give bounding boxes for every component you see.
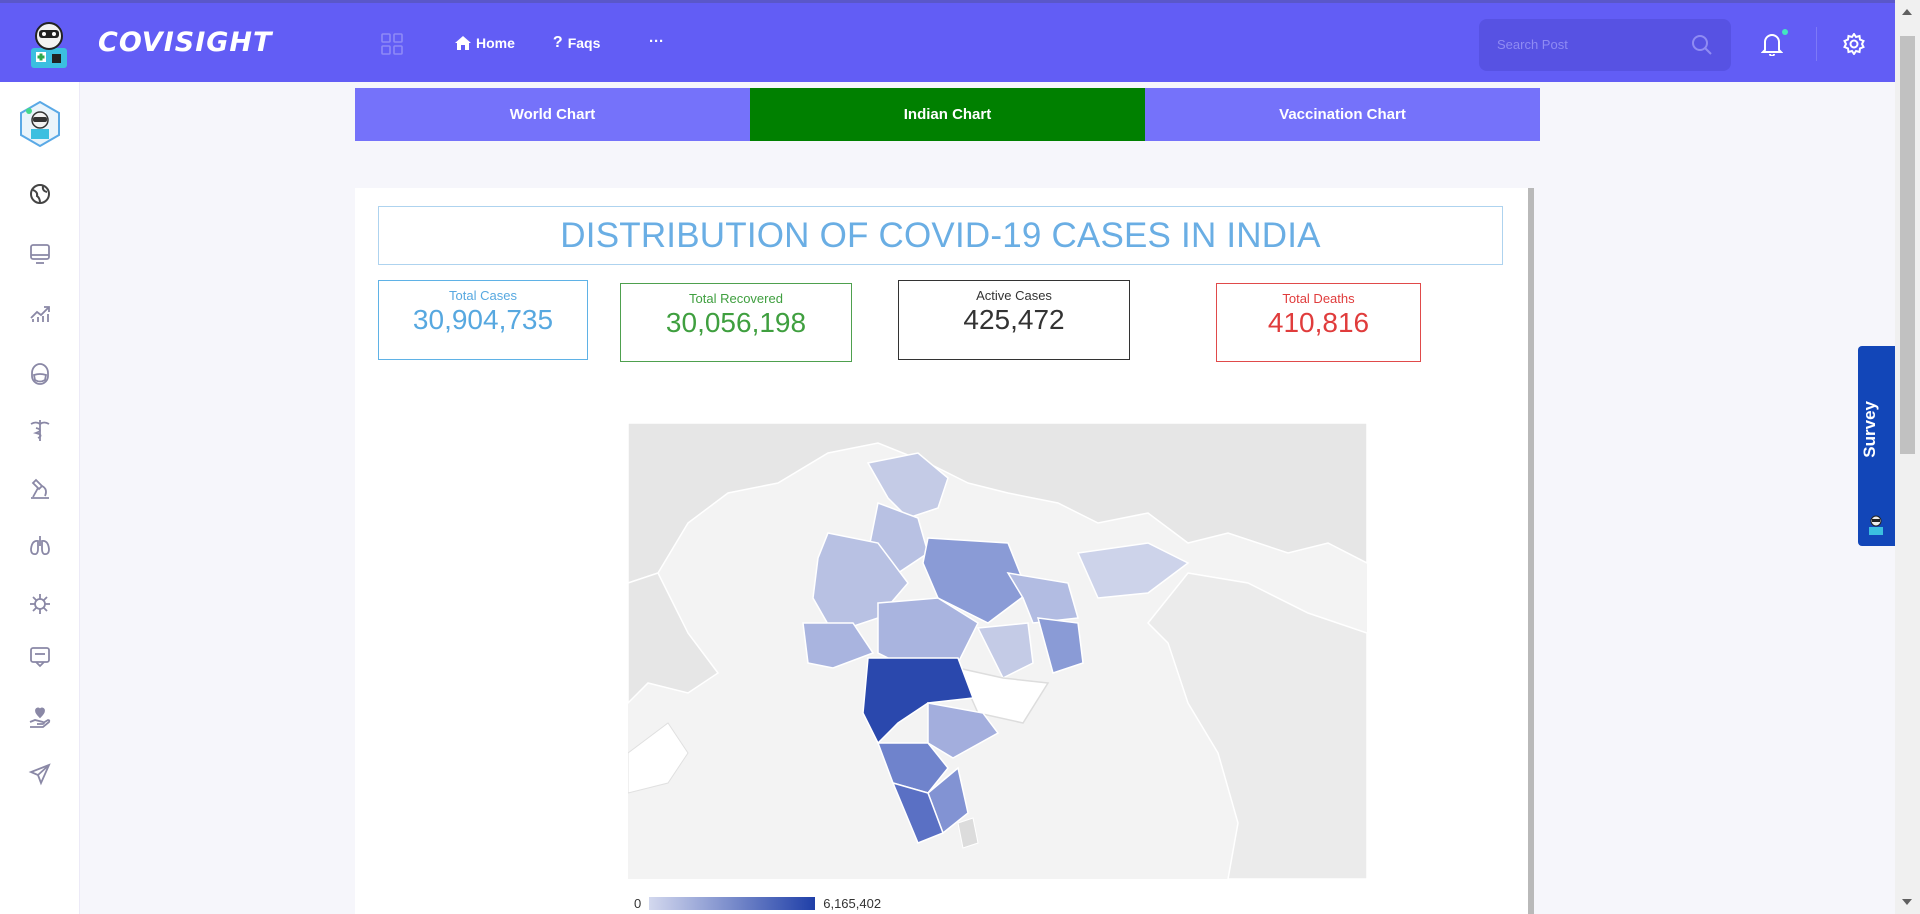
card-scrollbar[interactable] — [1528, 188, 1534, 914]
active-cases-value: 425,472 — [963, 304, 1065, 335]
user-avatar[interactable] — [19, 101, 61, 147]
scroll-up-arrow[interactable] — [1902, 9, 1912, 15]
nav-home[interactable]: Home — [455, 34, 515, 52]
tab-vaccination-chart[interactable]: Vaccination Chart — [1145, 88, 1540, 141]
mask-face-icon[interactable] — [28, 362, 52, 386]
logo[interactable] — [24, 18, 74, 70]
dashboard-title-box: DISTRIBUTION OF COVID-19 CASES IN INDIA — [378, 206, 1503, 265]
search-icon[interactable] — [1691, 34, 1713, 56]
total-deaths-value: 410,816 — [1267, 307, 1370, 338]
lungs-icon[interactable] — [28, 534, 52, 558]
main-nav: Home ? Faqs — [455, 34, 638, 52]
tab-world-chart[interactable]: World Chart — [355, 88, 750, 141]
search-box[interactable]: Search Post — [1479, 19, 1731, 71]
total-recovered-value: 30,056,198 — [665, 307, 807, 338]
send-icon[interactable] — [28, 762, 52, 786]
legend-min: 0 — [634, 896, 642, 911]
monitor-icon[interactable] — [28, 242, 52, 266]
total-cases-label: Total Cases — [449, 288, 517, 303]
scroll-down-arrow[interactable] — [1902, 899, 1912, 905]
brand-name[interactable]: COVISIGHT — [98, 27, 273, 58]
doctor-logo-icon — [31, 22, 67, 68]
nav-faqs-label: Faqs — [567, 35, 601, 51]
nav-home-label: Home — [476, 35, 515, 51]
page-scrollbar[interactable] — [1895, 0, 1920, 914]
caduceus-icon[interactable] — [28, 418, 52, 442]
total-cases-card: Total Cases 30,904,735 — [378, 280, 588, 360]
virus-icon[interactable] — [28, 592, 52, 616]
tab-indian-chart[interactable]: Indian Chart — [750, 88, 1145, 141]
bell-icon[interactable] — [1761, 32, 1783, 56]
survey-button[interactable]: Survey — [1858, 346, 1895, 546]
search-input[interactable]: Search Post — [1497, 37, 1568, 52]
dashboard-title: DISTRIBUTION OF COVID-19 CASES IN INDIA — [560, 215, 1321, 255]
trend-chart-icon[interactable] — [28, 302, 52, 326]
survey-label: Survey — [1860, 401, 1879, 458]
chat-box-icon[interactable] — [28, 645, 52, 669]
total-deaths-label: Total Deaths — [1282, 291, 1355, 306]
legend-gradient — [649, 897, 816, 910]
india-choropleth-map[interactable] — [628, 423, 1367, 879]
active-cases-card: Active Cases 425,472 — [898, 280, 1130, 360]
total-recovered-card: Total Recovered 30,056,198 — [620, 283, 852, 362]
header-divider — [1816, 27, 1817, 61]
left-sidebar — [0, 82, 80, 914]
scroll-thumb[interactable] — [1900, 36, 1915, 454]
globe-icon[interactable] — [28, 182, 52, 206]
notification-dot — [1782, 29, 1788, 35]
question-icon: ? — [552, 34, 563, 51]
apps-grid-icon[interactable] — [381, 33, 403, 55]
map-legend: 0 6,165,402 — [634, 896, 881, 911]
legend-max: 6,165,402 — [823, 896, 882, 911]
top-header: COVISIGHT Home ? Faqs ··· Search Post — [0, 0, 1895, 82]
total-cases-value: 30,904,735 — [412, 304, 554, 335]
chart-tabs: World Chart Indian Chart Vaccination Cha… — [355, 88, 1540, 141]
active-cases-label: Active Cases — [976, 288, 1052, 303]
gear-icon[interactable] — [1843, 33, 1865, 55]
doctor-icon — [1869, 515, 1883, 535]
heart-hand-icon[interactable] — [28, 706, 52, 730]
total-deaths-card: Total Deaths 410,816 — [1216, 283, 1421, 362]
total-recovered-label: Total Recovered — [689, 291, 783, 306]
microscope-icon[interactable] — [28, 477, 52, 501]
home-icon — [455, 36, 471, 50]
nav-faqs[interactable]: ? Faqs — [553, 34, 600, 52]
more-menu-button[interactable]: ··· — [649, 33, 664, 50]
